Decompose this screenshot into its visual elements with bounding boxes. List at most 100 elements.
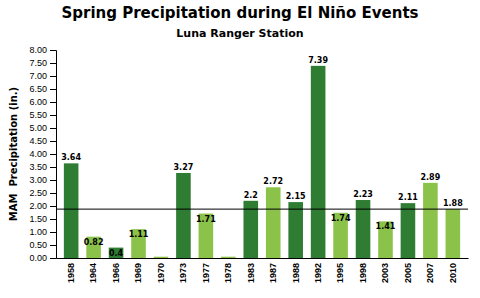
data-label: 1.71 bbox=[196, 215, 216, 224]
data-label: 0.4 bbox=[109, 249, 124, 258]
tick-mark bbox=[50, 128, 56, 129]
x-tick: 1970 bbox=[156, 263, 166, 283]
y-tick: 8.00 bbox=[29, 45, 56, 55]
bar bbox=[109, 248, 124, 258]
axis-line bbox=[57, 258, 469, 259]
x-tick: 1988 bbox=[291, 263, 301, 283]
tick-label: 1978 bbox=[223, 263, 233, 283]
tick-mark bbox=[50, 193, 56, 194]
tick-label: 7.00 bbox=[29, 71, 47, 81]
tick-label: 2007 bbox=[425, 263, 435, 283]
y-tick: 7.50 bbox=[29, 58, 56, 68]
chart: Spring Precipitation during El Niño Even… bbox=[0, 0, 480, 298]
tick-label: 3.00 bbox=[29, 175, 47, 185]
data-label: 2.23 bbox=[353, 190, 373, 199]
tick-label: 7.50 bbox=[29, 58, 47, 68]
plot-area bbox=[56, 66, 468, 258]
x-tick: 1995 bbox=[335, 263, 345, 283]
bar bbox=[401, 203, 416, 258]
data-label: 1.74 bbox=[331, 214, 351, 223]
tick-mark bbox=[50, 50, 56, 51]
tick-label: 3.50 bbox=[29, 162, 47, 172]
y-tick: 0.00 bbox=[29, 253, 56, 263]
tick-label: 6.00 bbox=[29, 97, 47, 107]
tick-label: 5.50 bbox=[29, 110, 47, 120]
bar bbox=[311, 66, 326, 258]
tick-mark bbox=[50, 258, 56, 259]
tick-mark bbox=[50, 115, 56, 116]
data-label: 2.89 bbox=[421, 173, 441, 182]
bar bbox=[423, 183, 438, 258]
tick-label: 1.50 bbox=[29, 214, 47, 224]
x-tick: 2007 bbox=[425, 263, 435, 283]
tick-label: 2.00 bbox=[29, 201, 47, 211]
title: Spring Precipitation during El Niño Even… bbox=[61, 4, 418, 22]
tick-mark bbox=[50, 206, 56, 207]
bar bbox=[288, 202, 303, 258]
tick-label: 1983 bbox=[246, 263, 256, 283]
tick-mark bbox=[50, 76, 56, 77]
x-tick: 1969 bbox=[133, 263, 143, 283]
y-tick: 4.00 bbox=[29, 149, 56, 159]
tick-label: 1988 bbox=[291, 263, 301, 283]
x-tick: 1992 bbox=[313, 263, 323, 283]
tick-mark bbox=[50, 141, 56, 142]
tick-label: 6.50 bbox=[29, 84, 47, 94]
x-tick: 1987 bbox=[268, 263, 278, 283]
tick-mark bbox=[50, 167, 56, 168]
data-label: 7.39 bbox=[308, 56, 328, 65]
tick-mark bbox=[50, 154, 56, 155]
tick-label: 2003 bbox=[380, 263, 390, 283]
y-tick: 1.50 bbox=[29, 214, 56, 224]
y-tick: 3.50 bbox=[29, 162, 56, 172]
y-axis-title: MAM Precipitation (in.) bbox=[8, 87, 19, 221]
y-tick: 6.50 bbox=[29, 84, 56, 94]
tick-label: 4.00 bbox=[29, 149, 47, 159]
tick-label: 1998 bbox=[358, 263, 368, 283]
mean-line bbox=[56, 209, 468, 210]
tick-label: 1973 bbox=[178, 263, 188, 283]
data-label: 2.2 bbox=[244, 191, 258, 200]
data-label: 3.27 bbox=[174, 163, 194, 172]
tick-label: 1987 bbox=[268, 263, 278, 283]
axis-line bbox=[50, 51, 57, 259]
tick-mark bbox=[50, 232, 56, 233]
tick-label: 1970 bbox=[156, 263, 166, 283]
data-label: 2.72 bbox=[263, 177, 283, 186]
y-tick: 0.50 bbox=[29, 240, 56, 250]
data-label: 1.41 bbox=[376, 222, 396, 231]
x-axis: 1958196419661969197019731977197819831987… bbox=[57, 259, 469, 284]
tick-mark bbox=[50, 219, 56, 220]
y-tick: 7.00 bbox=[29, 71, 56, 81]
tick-label: 1.00 bbox=[29, 227, 47, 237]
data-label: 2.15 bbox=[286, 192, 306, 201]
tick-label: 1969 bbox=[133, 263, 143, 283]
x-tick: 1977 bbox=[201, 263, 211, 283]
tick-label: 2005 bbox=[403, 263, 413, 283]
x-tick: 2005 bbox=[403, 263, 413, 283]
y-tick: 6.00 bbox=[29, 97, 56, 107]
y-tick: 3.00 bbox=[29, 175, 56, 185]
tick-mark bbox=[50, 89, 56, 90]
data-label: 2.11 bbox=[398, 193, 418, 202]
y-axis: 0.00 0.50 1.00 1.50 2.00 2.50 3.00 3.50 4.00 4.50… bbox=[29, 45, 56, 263]
x-tick: 2010 bbox=[448, 263, 458, 283]
bar bbox=[154, 257, 169, 258]
bar bbox=[176, 173, 191, 258]
bar bbox=[446, 209, 461, 258]
x-tick: 1983 bbox=[246, 263, 256, 283]
tick-label: 8.00 bbox=[29, 45, 47, 55]
tick-label: 1966 bbox=[111, 263, 121, 283]
data-label: 0.82 bbox=[84, 238, 104, 247]
data-labels: 3.640.820.41.113.271.712.22.722.157.391.… bbox=[61, 56, 463, 258]
tick-mark bbox=[50, 180, 56, 181]
tick-label: 1958 bbox=[66, 263, 76, 283]
y-tick: 2.00 bbox=[29, 201, 56, 211]
y-tick: 1.00 bbox=[29, 227, 56, 237]
tick-label: 4.50 bbox=[29, 136, 47, 146]
tick-label: 5.00 bbox=[29, 123, 47, 133]
subtitle: Luna Ranger Station bbox=[176, 27, 303, 40]
tick-label: 0.50 bbox=[29, 240, 47, 250]
data-label: 1.11 bbox=[129, 230, 149, 239]
tick-label: 2.50 bbox=[29, 188, 47, 198]
